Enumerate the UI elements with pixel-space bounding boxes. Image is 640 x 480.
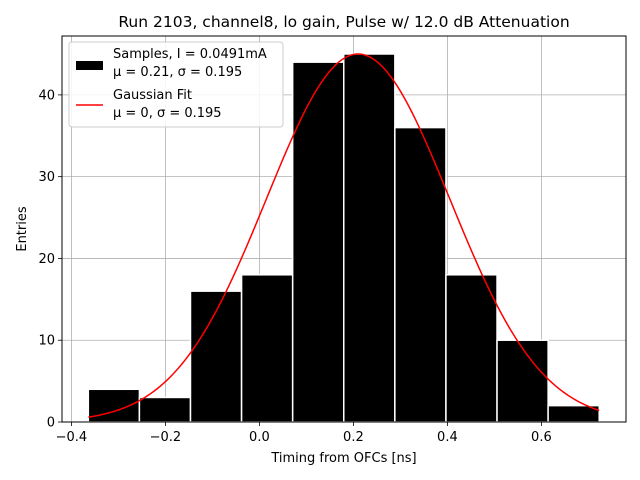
x-tick-label-2: 0.0 (249, 430, 270, 445)
histogram-bar-2 (189, 290, 243, 423)
legend-samples-stats: μ = 0.21, σ = 0.195 (113, 65, 242, 80)
histogram-bar-6 (394, 126, 447, 423)
legend-samples-swatch (76, 61, 103, 70)
histogram-bar-3 (240, 274, 294, 423)
x-axis-label: Timing from OFCs [ns] (270, 451, 416, 466)
histogram-bar-7 (445, 274, 498, 423)
x-tick-label-3: 0.2 (343, 430, 364, 445)
x-tick-label-0: −0.4 (56, 430, 88, 445)
y-tick-label-4: 40 (38, 88, 55, 103)
legend-fit-label: Gaussian Fit (113, 88, 192, 103)
legend-samples-label: Samples, I = 0.0491mA (113, 47, 267, 62)
legend-fit-stats: μ = 0, σ = 0.195 (113, 106, 222, 121)
gaussian-fit-curve (88, 53, 600, 418)
legend-box (68, 41, 284, 128)
y-axis-label: Entries (15, 206, 30, 252)
histogram-bar-8 (496, 339, 549, 423)
y-axis-ticks: 0 10 20 30 40 (38, 88, 62, 431)
y-tick-label-1: 10 (38, 334, 55, 349)
histogram-bar-1 (138, 396, 192, 423)
x-tick-label-4: 0.4 (437, 430, 458, 445)
histogram-bar-0 (87, 388, 141, 423)
y-tick-label-3: 30 (38, 170, 55, 185)
x-tick-label-5: 0.6 (531, 430, 552, 445)
histogram-bar-5 (343, 53, 396, 423)
axes-frame (61, 35, 627, 423)
y-tick-label-0: 0 (47, 416, 55, 431)
chart-title: Run 2103, channel8, lo gain, Pulse w/ 12… (118, 13, 569, 31)
x-tick-label-1: −0.2 (150, 430, 182, 445)
histogram-bar-4 (291, 61, 345, 423)
x-axis-ticks: −0.4 −0.2 0.0 0.2 0.4 0.6 (56, 422, 552, 445)
y-tick-label-2: 20 (38, 252, 55, 267)
legend: Samples, I = 0.0491mA μ = 0.21, σ = 0.19… (68, 41, 284, 128)
histogram-bars (87, 53, 600, 423)
